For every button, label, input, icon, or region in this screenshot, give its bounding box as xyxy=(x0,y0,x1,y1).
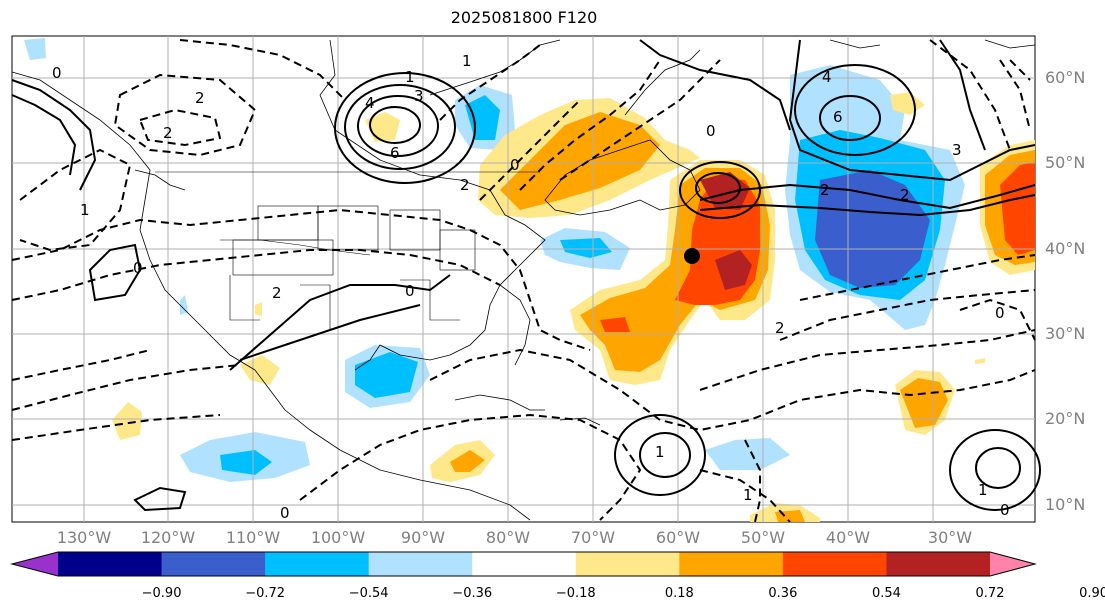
contour-label: 2 xyxy=(775,319,785,337)
lat-label: 60°N xyxy=(1045,68,1086,87)
contour-label: 0 xyxy=(510,156,520,174)
contour-label: 0 xyxy=(1000,501,1010,519)
contour-label: 1 xyxy=(462,52,472,70)
graticule xyxy=(12,36,1035,522)
lon-label: 130°W xyxy=(56,528,112,547)
lon-label: 100°W xyxy=(310,528,366,547)
lon-label: 30°W xyxy=(927,528,973,547)
contour-label: 2 xyxy=(820,181,830,199)
lon-label: 80°W xyxy=(485,528,531,547)
contour-label: 4 xyxy=(822,68,832,86)
colorbar-segment xyxy=(472,552,577,576)
contour-label: 3 xyxy=(414,87,424,105)
contour-label: 1 xyxy=(655,443,665,461)
lon-label: 60°W xyxy=(655,528,701,547)
contour-label: 2 xyxy=(163,124,173,142)
contour-label: 0 xyxy=(133,259,143,277)
colorbar-segment xyxy=(368,552,473,576)
contour-label: 0 xyxy=(706,122,716,140)
lat-label: 20°N xyxy=(1045,409,1086,428)
lon-label: 50°W xyxy=(740,528,786,547)
contour-label: 1 xyxy=(978,481,988,499)
contour-label: 2 xyxy=(900,186,910,204)
colorbar-extend-min xyxy=(12,552,58,576)
colorbar-tick-label: −0.18 xyxy=(555,586,596,601)
colorbar-tick-label: −0.36 xyxy=(452,586,493,601)
contour-label: 1 xyxy=(80,201,90,219)
contour-label: 0 xyxy=(280,504,290,522)
lon-label: 40°W xyxy=(825,528,871,547)
lat-label: 40°N xyxy=(1045,239,1086,258)
contour-label: 2 xyxy=(195,89,205,107)
contour-label: 0 xyxy=(405,282,415,300)
contour-labels: 2 2 1 4 3 6 0 2 0 1 0 4 6 3 2 2 1 0 2 0 … xyxy=(52,52,1010,522)
colorbar-extend-max xyxy=(990,552,1035,576)
contour-label: 6 xyxy=(390,144,400,162)
contour-label: 3 xyxy=(952,141,962,159)
lat-label: 30°N xyxy=(1045,324,1086,343)
contour-label: 2 xyxy=(272,284,282,302)
colorbar-segment xyxy=(575,552,680,576)
lon-label: 110°W xyxy=(225,528,281,547)
colorbar-tick-label: 0.72 xyxy=(975,586,1005,601)
contour-label: 4 xyxy=(365,94,375,112)
colorbar-segment xyxy=(58,552,163,576)
lat-label: 50°N xyxy=(1045,153,1086,172)
colorbar-tick-label: −0.72 xyxy=(245,586,286,601)
colorbar-segment xyxy=(161,552,266,576)
colorbar-tick-label: 0.36 xyxy=(768,586,798,601)
colorbar-outline xyxy=(10,551,1037,577)
lon-label: 120°W xyxy=(140,528,196,547)
map-title: 2025081800 F120 xyxy=(450,8,598,27)
colorbar-segment xyxy=(886,552,991,576)
contour-label: 1 xyxy=(405,68,415,86)
lat-label: 10°N xyxy=(1045,495,1086,514)
colorbar-tick-label: 0.90 xyxy=(1079,586,1105,601)
colorbar-tick-label: 0.54 xyxy=(871,586,901,601)
lon-label: 70°W xyxy=(570,528,616,547)
contour-label: 6 xyxy=(833,108,843,126)
colorbar xyxy=(10,551,1037,577)
contour-label: 2 xyxy=(460,176,470,194)
dashed-contours xyxy=(11,39,1036,523)
colorbar-segment xyxy=(782,552,887,576)
cyclone-center-marker xyxy=(684,248,700,264)
contour-label: 0 xyxy=(52,64,62,82)
colorbar-tick-label: 0.18 xyxy=(664,586,694,601)
colorbar-tick-label: −0.90 xyxy=(141,586,182,601)
contour-label: 1 xyxy=(743,486,753,504)
contour-label: 0 xyxy=(995,304,1005,322)
lon-label: 90°W xyxy=(400,528,446,547)
colorbar-segment xyxy=(679,552,784,576)
colorbar-tick-label: −0.54 xyxy=(348,586,389,601)
colorbar-segment xyxy=(265,552,370,576)
